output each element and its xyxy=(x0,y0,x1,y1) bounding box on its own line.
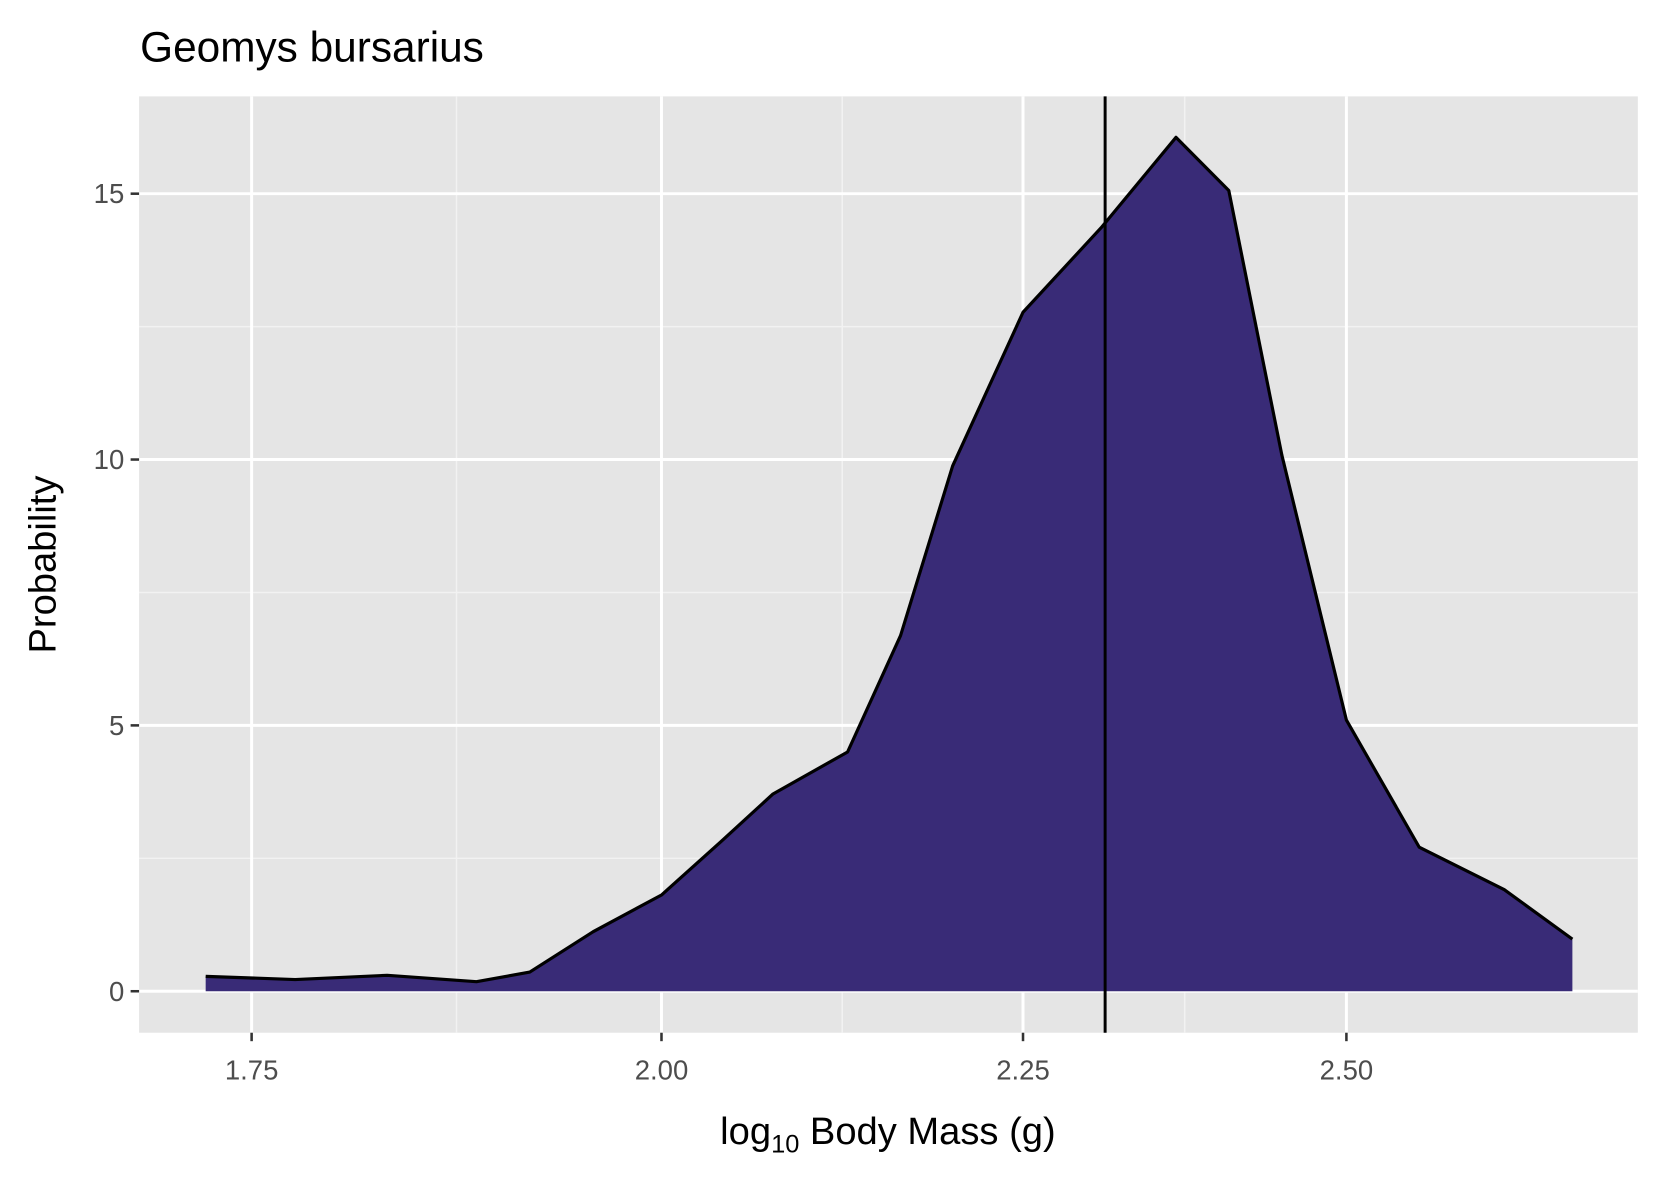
y-tick-label: 5 xyxy=(109,710,124,741)
y-tick-label: 15 xyxy=(94,178,125,209)
x-tick-label: 2.00 xyxy=(635,1054,689,1085)
x-axis-title-subscript: 10 xyxy=(771,1130,799,1158)
chart-title: Geomys bursarius xyxy=(140,23,484,70)
x-axis-title-base: log xyxy=(720,1110,771,1153)
x-axis-title-rest: Body Mass (g) xyxy=(799,1110,1055,1153)
x-tick-label: 2.25 xyxy=(996,1054,1050,1085)
density-line xyxy=(205,135,1574,984)
x-axis-title: log10 Body Mass (g) xyxy=(720,1110,1056,1158)
y-tick-label: 10 xyxy=(94,444,125,475)
x-tick-label: 1.75 xyxy=(225,1054,279,1085)
y-tick-label: 0 xyxy=(109,976,124,1007)
y-axis-title: Probability xyxy=(21,476,64,654)
x-tick-label: 2.50 xyxy=(1320,1054,1374,1085)
density-area xyxy=(205,137,1573,992)
